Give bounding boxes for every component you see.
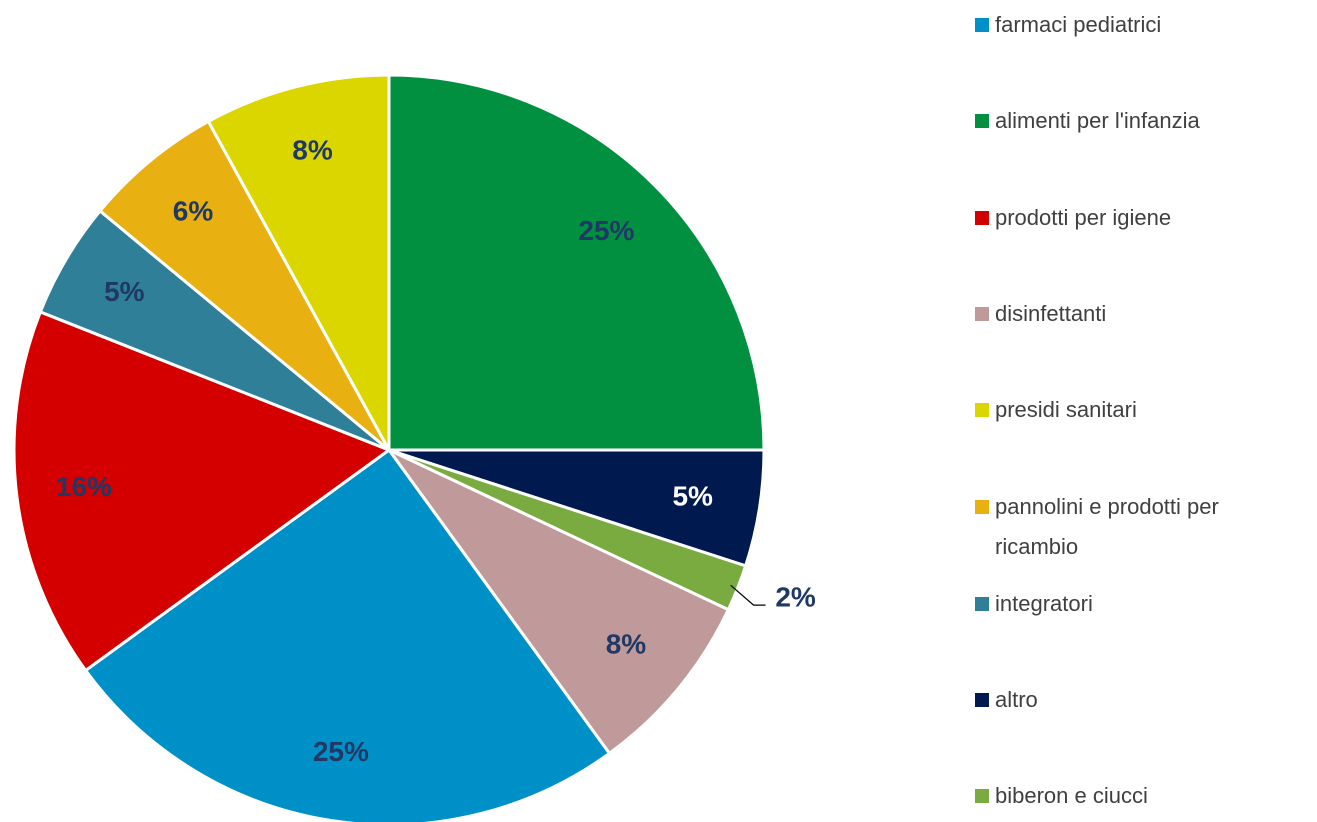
legend-label: farmaci pediatrici (995, 12, 1162, 37)
pie-slice (83, 447, 612, 822)
data-label: 8% (606, 628, 647, 659)
legend-swatch (975, 403, 989, 417)
pie-slice (206, 73, 391, 451)
pie-slice (12, 310, 393, 673)
legend-item: pannolini e prodotti per ricambio (975, 487, 1275, 567)
legend-label: biberon e ciucci (995, 783, 1148, 808)
legend-swatch (975, 114, 989, 128)
legend-label: prodotti per igiene (995, 205, 1172, 230)
legend-swatch (975, 307, 989, 321)
pie-slice (387, 73, 766, 452)
data-label: 5% (104, 276, 145, 307)
leader-line (730, 584, 766, 606)
legend-item: disinfettanti (975, 294, 1275, 334)
legend-swatch (975, 18, 989, 32)
legend-item: farmaci pediatrici (975, 5, 1275, 45)
legend-item: prodotti per igiene (975, 198, 1275, 238)
pie-slice (387, 448, 731, 756)
data-label: 2% (775, 581, 816, 612)
pie-slice (97, 119, 391, 452)
legend-item: alimenti per l'infanzia (975, 101, 1275, 141)
legend-swatch (975, 789, 989, 803)
legend-label: alimenti per l'infanzia (995, 108, 1200, 133)
data-label: 25% (578, 215, 634, 246)
data-label: 8% (292, 135, 333, 166)
legend-swatch (975, 500, 989, 514)
legend-item: integratori (975, 584, 1275, 624)
legend-item: biberon e ciucci (975, 776, 1275, 816)
legend-label: altro (995, 687, 1038, 712)
legend-swatch (975, 211, 989, 225)
legend-item: presidi sanitari (975, 390, 1275, 430)
data-label: 25% (313, 736, 369, 767)
legend-swatch (975, 597, 989, 611)
legend-swatch (975, 693, 989, 707)
legend-label: presidi sanitari (995, 397, 1137, 422)
legend-label: pannolini e prodotti per ricambio (995, 494, 1219, 559)
legend-label: disinfettanti (995, 301, 1107, 326)
legend-item: altro (975, 680, 1275, 720)
data-label: 6% (173, 195, 214, 226)
data-label: 16% (56, 471, 112, 502)
legend-label: integratori (995, 591, 1093, 616)
data-label: 5% (672, 480, 713, 511)
